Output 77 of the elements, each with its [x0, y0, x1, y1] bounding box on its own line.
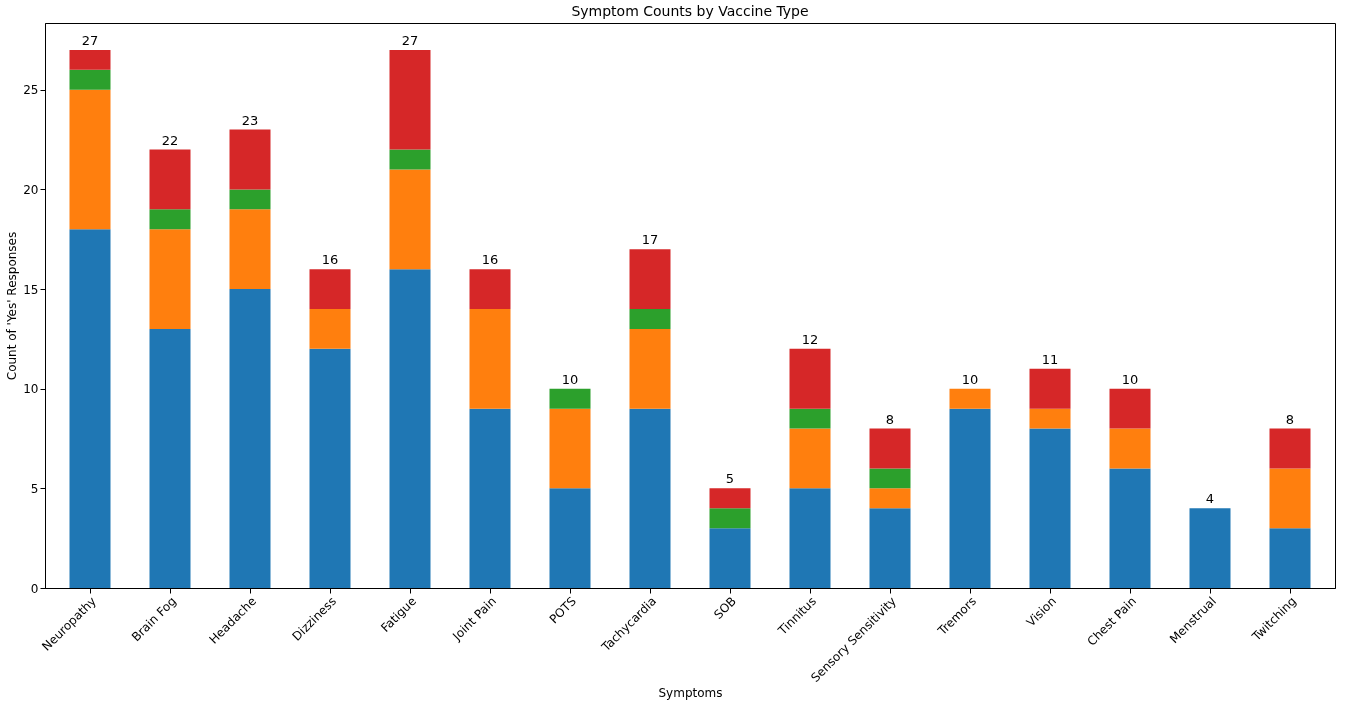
total-label: 5 [725, 471, 735, 487]
bar [1109, 468, 1151, 588]
bar [549, 488, 591, 588]
bar [229, 129, 271, 190]
bar [309, 269, 351, 309]
y-axis-title: Count of 'Yes' Responses [5, 231, 20, 381]
y-tick-label: 10 [23, 382, 39, 397]
bar [69, 89, 111, 230]
bar [709, 528, 751, 588]
bar [1029, 408, 1071, 429]
total-label: 12 [801, 331, 819, 347]
bar [469, 408, 511, 588]
bar [469, 308, 511, 409]
bar [1029, 428, 1071, 588]
bar [1269, 528, 1311, 588]
bar [949, 388, 991, 409]
total-label: 27 [81, 32, 99, 48]
total-label: 8 [1285, 411, 1295, 427]
total-label: 8 [885, 411, 895, 427]
total-label: 22 [161, 132, 179, 148]
bar [1109, 428, 1151, 469]
bar [549, 388, 591, 409]
bar [69, 229, 111, 588]
total-label: 11 [1041, 351, 1059, 367]
bar [149, 328, 191, 588]
bar [69, 69, 111, 90]
total-label: 17 [641, 232, 659, 248]
y-tick-label: 5 [30, 481, 39, 496]
bar [629, 408, 671, 588]
bar [1029, 368, 1071, 409]
y-tick-label: 0 [30, 581, 39, 596]
total-label: 10 [1121, 371, 1139, 387]
bar [1109, 388, 1151, 429]
y-tick-label: 15 [23, 282, 39, 297]
bar [149, 149, 191, 210]
bar [629, 328, 671, 409]
y-tick-label: 20 [23, 182, 39, 197]
bar [309, 348, 351, 588]
total-label: 16 [481, 252, 499, 268]
bar [629, 249, 671, 309]
bar [709, 508, 751, 529]
total-label: 16 [321, 252, 339, 268]
chart-title: Symptom Counts by Vaccine Type [571, 3, 809, 19]
bar [1269, 468, 1311, 529]
bar [789, 348, 831, 409]
bar [1189, 508, 1231, 588]
bar [389, 49, 431, 150]
bar [69, 49, 111, 70]
bar [789, 488, 831, 588]
bar [629, 308, 671, 329]
bar [869, 508, 911, 588]
total-label: 10 [561, 371, 579, 387]
bar [949, 408, 991, 588]
bar [1269, 428, 1311, 469]
total-label: 27 [401, 32, 419, 48]
bar [869, 488, 911, 509]
bar [469, 269, 511, 309]
bar [229, 189, 271, 210]
bar [149, 229, 191, 329]
bar [549, 408, 591, 489]
bar [389, 169, 431, 270]
x-axis-title: Symptoms [658, 686, 723, 701]
bar [229, 289, 271, 588]
bar [389, 149, 431, 170]
y-tick-label: 25 [23, 83, 39, 98]
bar [789, 408, 831, 429]
bar [789, 428, 831, 489]
bar [869, 428, 911, 469]
bar [229, 209, 271, 290]
total-label: 4 [1205, 491, 1215, 507]
bar [389, 269, 431, 588]
bar [869, 468, 911, 489]
total-label: 23 [241, 112, 259, 128]
bar [709, 488, 751, 509]
bar [309, 308, 351, 349]
bar [149, 209, 191, 230]
total-label: 10 [961, 371, 979, 387]
